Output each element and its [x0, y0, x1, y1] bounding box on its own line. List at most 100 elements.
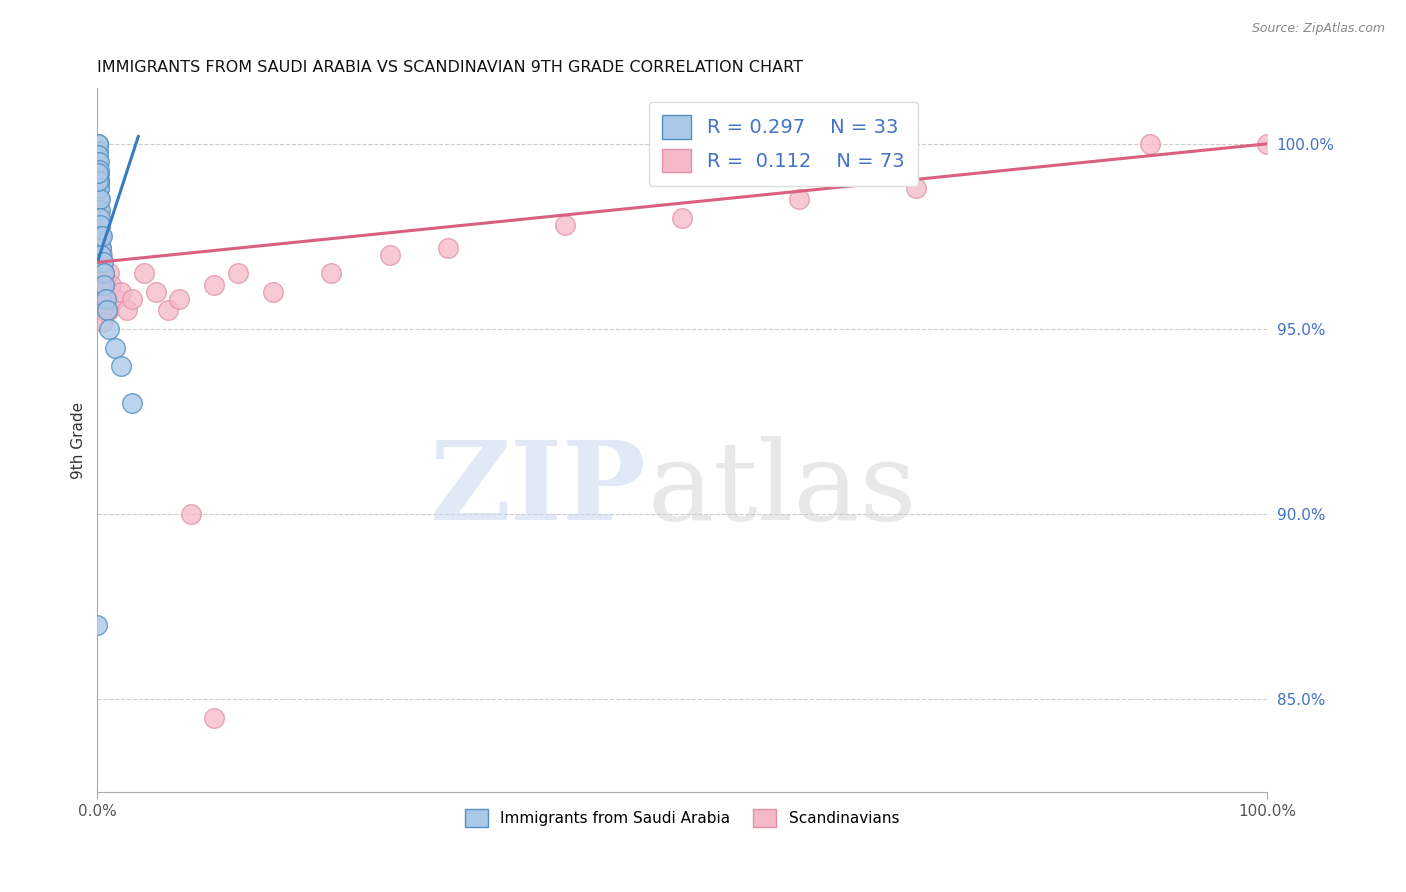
Point [89, 219, 111, 233]
Point [87, 211, 110, 225]
Point [1256, 136, 1278, 151]
Point [437, 240, 460, 254]
Point [90, 240, 112, 254]
Point [86, 618, 108, 632]
Point [86, 174, 108, 188]
Point [110, 285, 132, 299]
Point [226, 267, 249, 281]
Point [90, 240, 112, 254]
Text: IMMIGRANTS FROM SAUDI ARABIA VS SCANDINAVIAN 9TH GRADE CORRELATION CHART: IMMIGRANTS FROM SAUDI ARABIA VS SCANDINA… [97, 60, 803, 75]
Point [91, 277, 114, 292]
Point [89, 240, 111, 254]
Text: ZIP: ZIP [430, 436, 647, 543]
Point [93, 285, 115, 299]
Point [89, 203, 111, 218]
Point [89, 267, 111, 281]
Point [787, 193, 810, 207]
Point [94, 293, 117, 307]
Point [98, 267, 121, 281]
Point [115, 303, 138, 318]
Point [90, 248, 112, 262]
Point [87, 229, 110, 244]
Point [89, 219, 111, 233]
Point [87, 155, 110, 169]
Legend: Immigrants from Saudi Arabia, Scandinavians: Immigrants from Saudi Arabia, Scandinavi… [460, 803, 905, 834]
Point [89, 229, 111, 244]
Point [96, 285, 118, 299]
Point [90, 248, 112, 262]
Point [145, 285, 167, 299]
Point [202, 711, 225, 725]
Point [96, 303, 118, 318]
Point [94, 293, 117, 307]
Point [554, 219, 576, 233]
Point [91, 229, 114, 244]
Point [134, 267, 156, 281]
Point [89, 219, 111, 233]
Point [91, 267, 114, 281]
Point [87, 145, 110, 159]
Point [91, 255, 114, 269]
Point [1139, 136, 1161, 151]
Text: Source: ZipAtlas.com: Source: ZipAtlas.com [1251, 22, 1385, 36]
Point [91, 303, 114, 318]
Point [90, 277, 112, 292]
Point [90, 255, 112, 269]
Point [93, 277, 115, 292]
Point [90, 255, 112, 269]
Point [87, 174, 110, 188]
Point [905, 181, 928, 195]
Point [89, 255, 111, 269]
Point [104, 341, 127, 355]
Point [378, 248, 401, 262]
Point [93, 267, 115, 281]
Point [110, 359, 132, 373]
Point [180, 507, 202, 521]
Point [93, 277, 115, 292]
Point [97, 293, 120, 307]
Point [156, 303, 179, 318]
Point [87, 166, 110, 180]
Point [91, 248, 114, 262]
Point [104, 293, 127, 307]
Point [121, 396, 143, 410]
Point [87, 181, 110, 195]
Point [87, 193, 110, 207]
Point [91, 255, 114, 269]
Point [89, 193, 111, 207]
Point [98, 303, 121, 318]
Point [91, 315, 114, 329]
Point [93, 267, 115, 281]
Point [87, 166, 110, 180]
Point [93, 285, 115, 299]
Point [93, 267, 115, 281]
Point [87, 136, 110, 151]
Point [89, 181, 111, 195]
Point [94, 285, 117, 299]
Point [100, 277, 122, 292]
Point [262, 285, 284, 299]
Point [96, 303, 118, 318]
Point [87, 174, 110, 188]
Point [94, 277, 117, 292]
Point [87, 174, 110, 188]
Point [202, 277, 225, 292]
Point [90, 248, 112, 262]
Point [89, 219, 111, 233]
Point [89, 211, 111, 225]
Point [321, 267, 343, 281]
Point [90, 293, 112, 307]
Y-axis label: 9th Grade: 9th Grade [72, 401, 86, 479]
Point [94, 293, 117, 307]
Point [121, 293, 143, 307]
Point [671, 211, 693, 225]
Point [87, 193, 110, 207]
Point [87, 166, 110, 180]
Point [87, 174, 110, 188]
Point [87, 162, 110, 177]
Point [94, 303, 117, 318]
Point [87, 203, 110, 218]
Point [91, 267, 114, 281]
Point [90, 240, 112, 254]
Point [98, 322, 121, 336]
